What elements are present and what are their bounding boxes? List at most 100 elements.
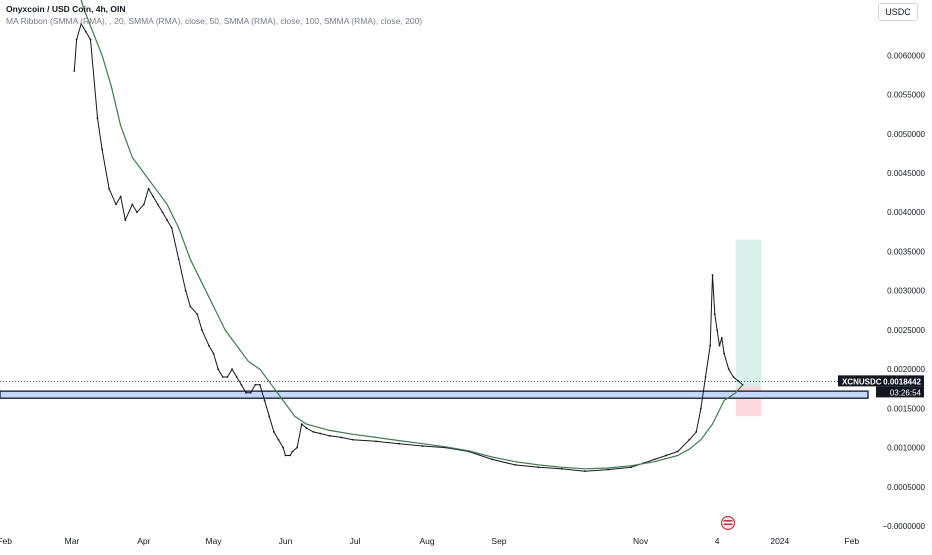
legend-ma-ribbon: MA Ribbon (SMMA (RMA), , 20, SMMA (RMA),… [6, 16, 423, 26]
price-point [212, 352, 215, 355]
price-point [328, 434, 331, 437]
price-point [80, 23, 83, 25]
y-tick-label: 0.0045000 [887, 169, 925, 178]
price-point [115, 203, 117, 206]
legend-title: Onyxcoin / USD Coin, 4h, [6, 4, 111, 14]
price-point [351, 438, 354, 441]
y-tick-label: 0.0040000 [887, 208, 925, 217]
x-tick-label: Jul [350, 536, 361, 546]
price-point [695, 431, 698, 433]
x-tick-label: 4 [715, 536, 720, 546]
price-point [514, 463, 517, 466]
price-point [259, 383, 261, 386]
support-zone[interactable] [0, 390, 869, 399]
price-point [560, 467, 563, 470]
x-tick-label: Apr [137, 536, 150, 546]
price-point [607, 468, 609, 471]
price-point [196, 313, 199, 316]
y-tick-label: 0.0030000 [887, 287, 925, 296]
x-tick-label: Aug [419, 536, 434, 546]
price-point [119, 195, 122, 198]
price-point [101, 148, 104, 151]
price-point [375, 440, 377, 443]
symbol-name: XCNUSDC [842, 377, 882, 386]
countdown-tag [876, 386, 924, 398]
price-point [75, 38, 78, 41]
price-point [142, 203, 145, 206]
price-point [235, 376, 238, 378]
price-series-line [73, 23, 744, 472]
x-tick-label: Nov [633, 536, 649, 546]
countdown-timer: 03:26:54 [890, 388, 922, 397]
y-tick-label: 0.0035000 [887, 247, 925, 256]
price-point [709, 344, 712, 347]
price-point [713, 313, 716, 316]
price-point [245, 391, 247, 394]
x-tick-label: Sep [491, 536, 506, 546]
price-point [189, 305, 192, 308]
price-point [177, 258, 180, 261]
price-point [217, 368, 220, 371]
price-point [226, 376, 229, 378]
price-point [231, 368, 233, 371]
price-point [240, 383, 243, 386]
y-tick-label: 0.0050000 [887, 130, 925, 139]
price-point [166, 219, 169, 221]
price-point [583, 470, 586, 473]
price-point [152, 195, 155, 198]
price-point [131, 203, 134, 206]
ma-ribbon-line [80, 0, 744, 470]
price-point [156, 203, 159, 206]
price-point [84, 30, 87, 33]
price-point [249, 391, 252, 394]
price-point [272, 431, 275, 433]
position-target-box[interactable] [735, 239, 762, 387]
price-point [170, 227, 173, 229]
price-point [398, 442, 401, 445]
x-tick-label: Mar [65, 536, 80, 546]
price-point [89, 38, 92, 41]
price-point [630, 466, 633, 469]
price-point [136, 211, 138, 214]
price-point [207, 344, 210, 347]
events-icon-stripe [723, 520, 733, 522]
price-point [312, 431, 315, 433]
y-tick-label: 0.0055000 [887, 91, 925, 100]
y-tick-label: 0.0015000 [887, 404, 925, 413]
price-point [277, 438, 280, 441]
x-tick-label: Feb [844, 536, 859, 546]
currency-button[interactable]: USDC [878, 3, 918, 21]
price-point [711, 274, 714, 276]
price-point [263, 399, 266, 402]
price-point [718, 344, 721, 347]
price-point [704, 376, 707, 378]
price-point [665, 454, 667, 457]
price-point [221, 376, 224, 378]
y-tick-label: 0.0060000 [887, 51, 925, 60]
price-point [291, 450, 294, 453]
price-point [537, 466, 540, 469]
economic-events-icon[interactable] [720, 515, 736, 531]
price-point [124, 219, 127, 221]
price-point [720, 336, 723, 339]
symbol-price: 0.0018442 [883, 377, 921, 386]
events-icon-stripe [723, 523, 733, 526]
symbol-price-tag [838, 375, 924, 387]
price-point [96, 117, 99, 119]
price-point [300, 423, 303, 425]
x-tick-label: May [205, 536, 222, 546]
y-tick-label: −0.0000000 [883, 522, 926, 531]
price-point [723, 352, 726, 355]
price-point [491, 458, 493, 461]
y-tick-label: 0.0020000 [887, 365, 925, 374]
price-point [296, 446, 298, 449]
y-tick-label: 0.0025000 [887, 326, 925, 335]
chart-legend: Onyxcoin / USD Coin, 4h, OIN MA Ribbon (… [6, 3, 422, 27]
price-point [699, 407, 702, 410]
price-point [161, 211, 164, 214]
price-point [305, 427, 308, 429]
price-point [676, 450, 679, 453]
price-point [421, 445, 424, 447]
